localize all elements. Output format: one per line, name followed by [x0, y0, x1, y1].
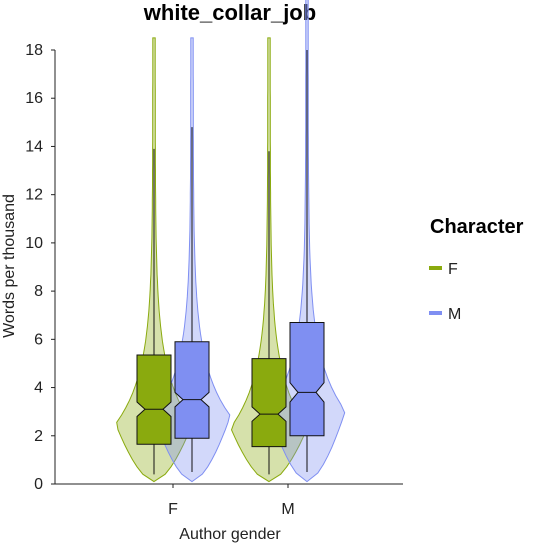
- y-tick-label-0: 0: [34, 476, 43, 493]
- x-axis-label: Author gender: [179, 526, 281, 543]
- legend: Character F M: [429, 216, 524, 323]
- y-tick-label-18: 18: [25, 42, 43, 59]
- box-M-F: [174, 341, 210, 439]
- box-F-M: [251, 358, 287, 448]
- legend-label-M: M: [448, 306, 461, 323]
- y-tick-label-12: 12: [25, 187, 43, 204]
- y-tick-label-6: 6: [34, 331, 43, 348]
- x-tick-label-F: F: [168, 501, 178, 518]
- legend-label-F: F: [448, 261, 458, 278]
- x-tick-label-M: M: [281, 501, 294, 518]
- y-tick-label-16: 16: [25, 90, 43, 107]
- y-tick-label-10: 10: [25, 235, 43, 252]
- box-M-M: [289, 321, 325, 437]
- y-tick-label-2: 2: [34, 428, 43, 445]
- box-F-F: [136, 354, 172, 445]
- y-tick-label-8: 8: [34, 283, 43, 300]
- axes: 0 2 4 6 8 10 12 14 16 18 F M: [25, 42, 403, 518]
- y-tick-label-14: 14: [25, 138, 43, 155]
- y-axis-label: Words per thousand: [1, 194, 18, 338]
- legend-title: Character: [430, 216, 524, 238]
- y-tick-label-4: 4: [34, 380, 43, 397]
- chart-title: white_collar_job: [143, 0, 316, 25]
- plot-area: [116, 0, 346, 483]
